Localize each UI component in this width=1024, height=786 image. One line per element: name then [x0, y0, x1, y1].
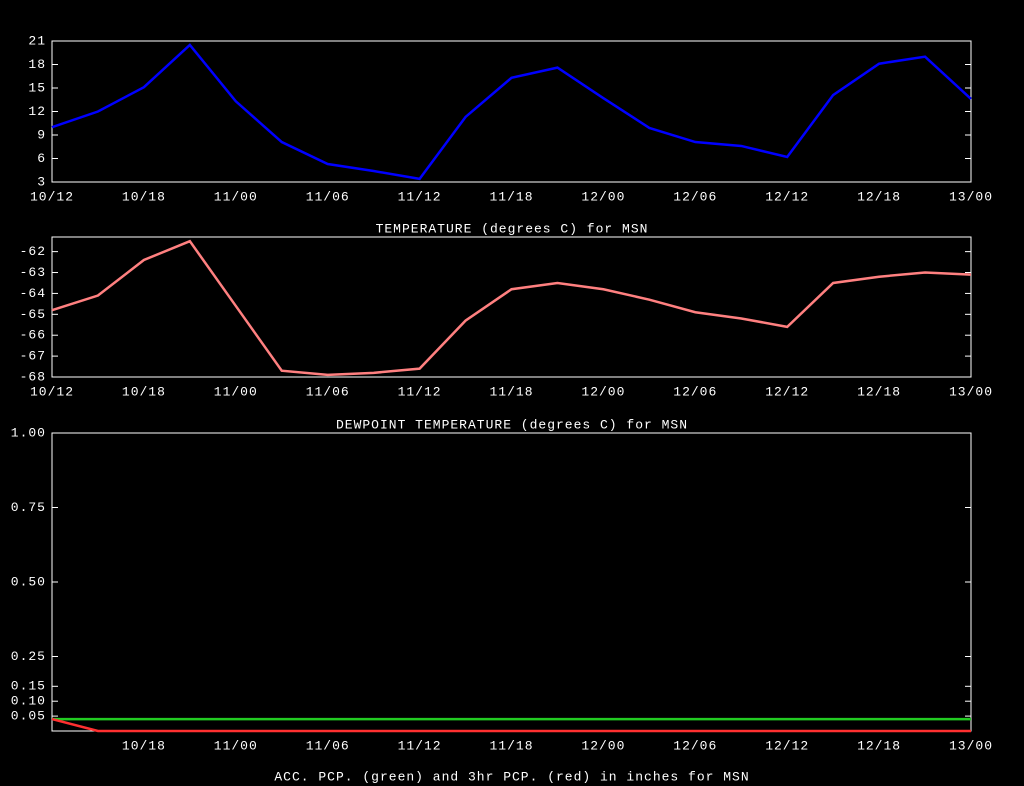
y-tick-label: 0.10 [11, 694, 46, 709]
x-tick-label: 11/18 [489, 189, 533, 204]
y-tick-label: 18 [28, 57, 46, 72]
y-tick-label: 0.05 [11, 709, 46, 724]
plot-frame [51, 432, 972, 732]
x-tick-label: 12/00 [581, 738, 625, 753]
y-tick-label: 21 [28, 33, 46, 48]
x-tick-label: 11/12 [398, 384, 442, 399]
data-line [51, 43, 972, 181]
x-tick-label: 11/06 [306, 738, 350, 753]
chart-title: ACC. PCP. (green) and 3hr PCP. (red) in … [274, 769, 749, 784]
y-tick-label: 0.15 [11, 679, 46, 694]
x-tick-label: 12/12 [765, 738, 809, 753]
y-tick-label: 0.25 [11, 649, 46, 664]
x-tick-label: 12/00 [581, 189, 625, 204]
x-tick-label: 13/00 [949, 384, 993, 399]
y-tick-label: 0.75 [11, 500, 46, 515]
x-tick-label: 12/18 [857, 189, 901, 204]
x-tick-label: 10/12 [30, 384, 74, 399]
x-tick-label: 12/12 [765, 384, 809, 399]
x-tick-label: 13/00 [949, 189, 993, 204]
x-tick-label: 12/06 [673, 384, 717, 399]
y-tick-label: -67 [20, 349, 46, 364]
x-tick-label: 11/06 [306, 189, 350, 204]
x-tick-label: 11/18 [489, 738, 533, 753]
x-tick-label: 11/12 [398, 738, 442, 753]
x-tick-label: 10/18 [122, 738, 166, 753]
x-tick-label: 11/00 [214, 189, 258, 204]
x-tick-label: 12/12 [765, 189, 809, 204]
x-tick-label: 11/12 [398, 189, 442, 204]
y-tick-label: 9 [37, 127, 46, 142]
y-tick-label: 15 [28, 80, 46, 95]
y-tick-label: 1.00 [11, 425, 46, 440]
x-tick-label: 12/18 [857, 384, 901, 399]
y-tick-label: -62 [20, 244, 46, 259]
y-tick-label: -63 [20, 265, 46, 280]
x-tick-label: 12/00 [581, 384, 625, 399]
x-tick-label: 10/18 [122, 384, 166, 399]
y-tick-label: 3 [37, 174, 46, 189]
x-tick-label: 12/18 [857, 738, 901, 753]
x-tick-label: 11/06 [306, 384, 350, 399]
y-tick-label: 6 [37, 151, 46, 166]
y-tick-label: 12 [28, 104, 46, 119]
plot-frame [51, 40, 972, 183]
x-tick-label: 10/18 [122, 189, 166, 204]
x-tick-label: 13/00 [949, 738, 993, 753]
y-tick-label: -66 [20, 328, 46, 343]
y-tick-label: -65 [20, 307, 46, 322]
x-tick-label: 11/18 [489, 384, 533, 399]
chart-title: TEMPERATURE (degrees C) for MSN [376, 221, 649, 236]
x-tick-label: 10/12 [30, 189, 74, 204]
chart-title: DEWPOINT TEMPERATURE (degrees C) for MSN [336, 417, 688, 432]
x-tick-label: 11/00 [214, 384, 258, 399]
x-tick-label: 12/06 [673, 189, 717, 204]
data-line [51, 239, 972, 377]
y-tick-label: 0.50 [11, 574, 46, 589]
y-tick-label: -68 [20, 369, 46, 384]
data-line [51, 717, 971, 733]
y-tick-label: -64 [20, 286, 46, 301]
plot-frame [51, 236, 972, 378]
x-tick-label: 11/00 [214, 738, 258, 753]
x-tick-label: 12/06 [673, 738, 717, 753]
